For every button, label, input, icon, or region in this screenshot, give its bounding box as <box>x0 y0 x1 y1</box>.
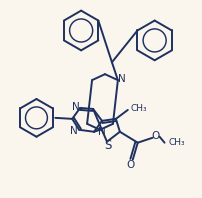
Text: O: O <box>126 160 134 169</box>
Text: N: N <box>70 126 78 136</box>
Text: CH₃: CH₃ <box>168 138 184 147</box>
Text: N: N <box>117 74 125 84</box>
Text: N: N <box>72 102 80 112</box>
Text: N: N <box>98 127 105 137</box>
Text: S: S <box>104 139 111 152</box>
Text: O: O <box>151 131 159 141</box>
Text: CH₃: CH₃ <box>130 104 147 113</box>
